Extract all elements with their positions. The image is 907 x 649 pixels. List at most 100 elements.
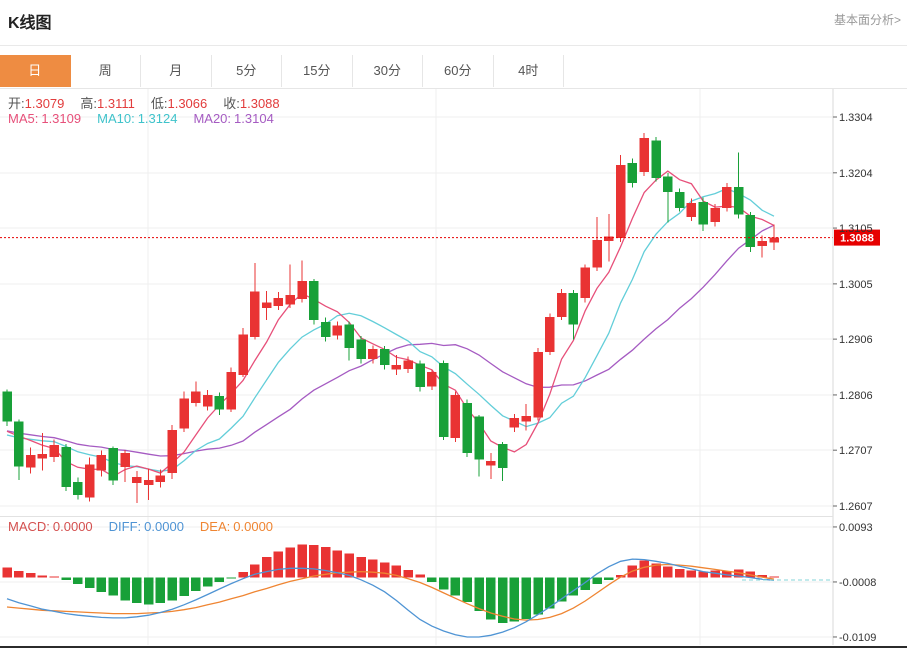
ma5-line bbox=[6, 170, 775, 478]
ma10-line bbox=[6, 187, 775, 472]
legend-label: DEA: bbox=[199, 519, 231, 534]
ma-legend-item-1: MA10: 1.3124 bbox=[97, 111, 177, 126]
macd-bar bbox=[592, 577, 602, 585]
candle-body bbox=[545, 316, 555, 352]
period-tab-7[interactable]: 4时 bbox=[494, 55, 564, 87]
axis-tick-label: 0.0093 bbox=[839, 522, 873, 534]
macd-bar bbox=[427, 577, 437, 582]
axis-tick-label: 1.2707 bbox=[839, 445, 873, 457]
candle-body bbox=[580, 267, 590, 298]
candle-body bbox=[722, 186, 732, 208]
macd-legend: MACD: 0.0000 DIFF: 0.0000 DEA: 0.0000 bbox=[8, 519, 289, 534]
macd-bar bbox=[344, 553, 354, 578]
macd-bar bbox=[651, 563, 661, 578]
bottom-divider bbox=[0, 646, 907, 648]
current-price-badge-label: 1.3088 bbox=[840, 233, 874, 245]
macd-bar bbox=[84, 577, 95, 588]
candle-body bbox=[25, 455, 36, 468]
candle-body bbox=[73, 482, 83, 495]
candle-body bbox=[474, 416, 484, 460]
candle-body bbox=[651, 140, 661, 178]
macd-bar bbox=[132, 577, 142, 604]
candle-body bbox=[745, 215, 756, 247]
axis-tick-label: 1.3005 bbox=[839, 279, 873, 291]
panel-borders bbox=[0, 88, 834, 645]
candle-body bbox=[462, 402, 472, 453]
macd-bar bbox=[686, 570, 697, 578]
candle-body bbox=[698, 201, 708, 225]
macd-bar bbox=[179, 577, 189, 597]
period-tab-1[interactable]: 周 bbox=[71, 55, 141, 87]
ohlc-legend-item-2: 低:1.3066 bbox=[151, 96, 207, 111]
legend-label: 高: bbox=[80, 96, 98, 111]
period-tab-5[interactable]: 30分 bbox=[353, 55, 423, 87]
diff-line bbox=[6, 558, 775, 638]
candle-body bbox=[167, 430, 177, 474]
legend-value: 1.3111 bbox=[97, 96, 135, 111]
legend-value: 0.0000 bbox=[233, 519, 274, 534]
candle-body bbox=[639, 138, 649, 173]
legend-value: 1.3109 bbox=[41, 111, 82, 126]
candle-body bbox=[344, 324, 354, 348]
period-tab-0[interactable]: 日 bbox=[0, 55, 71, 87]
macd-bar bbox=[37, 575, 48, 578]
macd-bar bbox=[639, 560, 649, 578]
candle-body bbox=[615, 165, 626, 239]
candle-body bbox=[568, 292, 579, 325]
period-tabs: 日周月 5分 15分 30分 60分 4时 bbox=[0, 55, 907, 89]
macd-bar bbox=[415, 574, 425, 578]
macd-bar bbox=[462, 577, 472, 603]
period-tab-4[interactable]: 15分 bbox=[282, 55, 353, 87]
gridlines bbox=[0, 88, 833, 645]
candle-body bbox=[49, 445, 59, 457]
macd-bar bbox=[108, 577, 118, 596]
candle-body bbox=[214, 396, 225, 410]
macd-bar bbox=[710, 570, 720, 578]
candle-body bbox=[486, 460, 496, 466]
candle-body bbox=[250, 291, 260, 337]
macd-bar bbox=[757, 574, 767, 578]
period-tab-2[interactable]: 月 bbox=[141, 55, 212, 87]
candle-body bbox=[320, 321, 331, 337]
macd-bar bbox=[368, 559, 378, 578]
macd-legend-item-0: MACD: 0.0000 bbox=[8, 519, 93, 534]
candle-body bbox=[379, 349, 390, 365]
candle-body bbox=[769, 237, 779, 243]
macd-bar bbox=[403, 570, 413, 578]
macd-bar bbox=[379, 562, 390, 578]
candle-body bbox=[2, 391, 12, 422]
ohlc-legend: 开:1.3079 高:1.3111 低:1.3066 收:1.3088 bbox=[8, 93, 296, 112]
macd-bar bbox=[450, 577, 461, 596]
fundamental-analysis-link[interactable]: 基本面分析> bbox=[833, 13, 901, 27]
legend-value: 1.3079 bbox=[24, 96, 65, 111]
candle-body bbox=[450, 394, 461, 438]
macd-bar bbox=[238, 572, 248, 578]
ma-legend: MA5: 1.3109 MA10: 1.3124 MA20: 1.3104 bbox=[8, 111, 290, 126]
legend-label: 开: bbox=[8, 96, 25, 111]
macd-bar bbox=[143, 577, 154, 605]
macd-bar bbox=[438, 577, 449, 590]
macd-bar bbox=[2, 567, 12, 578]
candles bbox=[2, 133, 779, 504]
ohlc-legend-item-3: 收:1.3088 bbox=[223, 96, 279, 111]
candle-body bbox=[273, 297, 284, 307]
candle-body bbox=[108, 448, 118, 481]
macd-bar bbox=[25, 573, 36, 578]
candle-body bbox=[309, 281, 319, 321]
candle-body bbox=[438, 363, 449, 437]
candle-body bbox=[627, 162, 638, 183]
axis-tick-label: 1.2607 bbox=[839, 501, 873, 513]
candle-body bbox=[533, 352, 543, 418]
macd-bar bbox=[226, 577, 236, 579]
candle-body bbox=[391, 364, 402, 370]
period-tab-6[interactable]: 60分 bbox=[423, 55, 494, 87]
legend-label: MA10: bbox=[97, 111, 135, 126]
candle-body bbox=[191, 391, 201, 403]
period-tab-3[interactable]: 5分 bbox=[212, 55, 282, 87]
macd-bar bbox=[155, 577, 166, 604]
macd-bar bbox=[674, 568, 685, 578]
candle-body bbox=[427, 372, 437, 387]
macd-bar bbox=[391, 565, 402, 578]
candle-body bbox=[356, 339, 366, 360]
